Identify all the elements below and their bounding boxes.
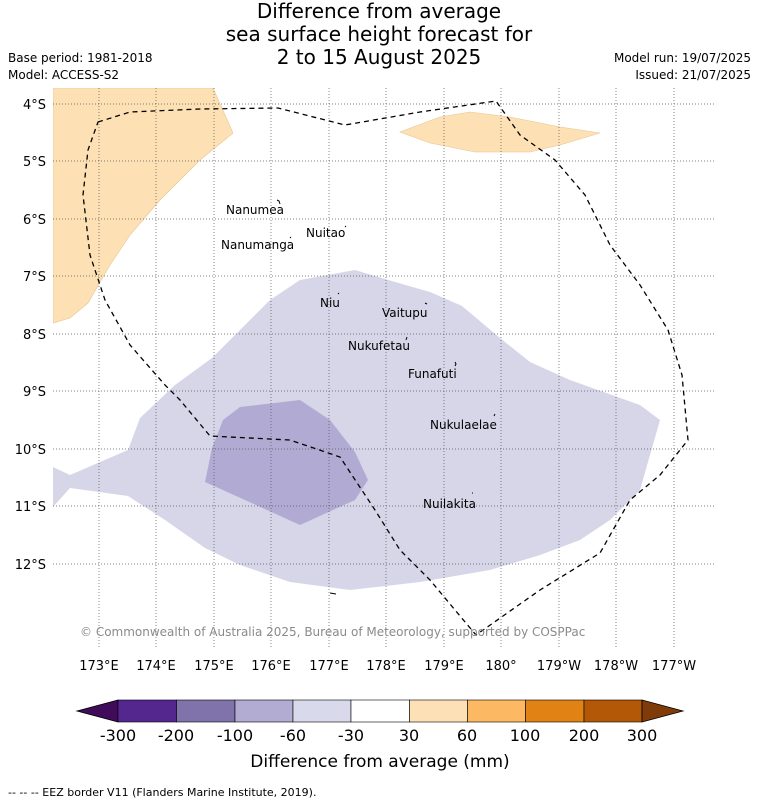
map-area: Nanumea Nanumanga Nuitao Niu Vaitupu Nuk… [53,88,714,648]
colorbar-tick: 300 [627,726,658,745]
lat-label: 6°S [23,213,46,228]
title-line-2: sea surface height forecast for [225,22,533,46]
lat-label: 9°S [23,385,46,400]
place-label-nuilakita: Nuilakita [423,497,476,511]
lon-label: 178°W [594,659,638,674]
lon-label: 173°E [79,659,119,674]
colorbar-segment [525,699,585,723]
colorbar-segment [117,699,177,723]
colorbar-segment [350,699,410,723]
colorbar-tick: -60 [280,726,306,745]
colorbar-tick: -100 [217,726,253,745]
lon-label: 175°E [194,659,234,674]
place-label-vaitupu: Vaitupu [382,306,428,320]
colorbar-segment [176,699,236,723]
lat-label: 4°S [23,98,46,113]
lat-gridlines [53,103,714,565]
place-label-nanumea: Nanumea [226,203,284,217]
place-label-nukulaelae: Nukulaelae [430,418,497,432]
colorbar-tick: 30 [399,726,419,745]
lon-label: 177°W [652,659,696,674]
colorbar-segment [409,699,468,723]
colorbar-tick: 200 [569,726,600,745]
island-markers [276,199,496,595]
colorbar-tick: 100 [510,726,541,745]
copyright-notice: © Commonwealth of Australia 2025, Bureau… [80,625,585,639]
lon-gridlines [98,88,675,648]
colorbar-extend-high [641,699,685,723]
colorbar-segment [292,699,352,723]
lat-label: 5°S [23,155,46,170]
issued-date: Issued: 21/07/2025 [635,68,751,82]
model-name: Model: ACCESS-S2 [8,68,120,82]
anomaly-region-orange-west [53,88,234,324]
lon-label: 180° [485,659,516,674]
lat-label: 10°S [15,443,46,458]
colorbar-tick: -300 [100,726,136,745]
anomaly-region-orange-east [399,111,601,153]
colorbar-label: Difference from average (mm) [250,752,509,772]
anomaly-region-medium-purple [205,400,368,525]
lon-label: 178°E [366,659,406,674]
model-info: Base period: 1981-2018 Model: ACCESS-S2 [8,50,153,84]
colorbar-extend-low [75,699,119,723]
place-label-nuitao: Nuitao [306,226,345,240]
island-nukulaelae [493,413,496,417]
colorbar-ticks: -300 -200 -100 -60 -30 30 60 100 200 300 [100,726,657,745]
eez-footnote: -- -- -- EEZ border V11 (Flanders Marine… [8,786,317,799]
anomaly-region-light-purple [53,270,660,590]
lon-label: 179°W [537,659,581,674]
place-label-nanumanga: Nanumanga [221,238,294,252]
lat-label: 11°S [15,500,46,515]
colorbar-tick: 60 [457,726,477,745]
island-nanumea [276,199,281,205]
colorbar-tick: -200 [158,726,194,745]
model-run: Model run: 19/07/2025 [613,51,751,65]
colorbar-segment [467,699,526,723]
place-labels: Nanumea Nanumanga Nuitao Niu Vaitupu Nuk… [221,203,497,511]
lat-label: 8°S [23,328,46,343]
lat-label: 12°S [15,558,46,573]
place-label-niu: Niu [320,296,340,310]
eez-border [82,100,689,636]
island-nuitao [344,225,347,228]
colorbar-tick: -30 [338,726,364,745]
island-nukufetau [405,336,408,341]
place-label-funafuti: Funafuti [408,367,457,381]
lon-label: 177°E [309,659,349,674]
island-niu [337,292,340,295]
lon-labels: 173°E 174°E 175°E 176°E 177°E 178°E 179°… [79,659,696,674]
title-line-3: 2 to 15 August 2025 [276,45,482,69]
lon-label: 179°E [424,659,464,674]
colorbar-segment [583,699,643,723]
lon-label: 174°E [136,659,176,674]
base-period: Base period: 1981-2018 [8,51,153,65]
map-title: Difference from average sea surface heig… [0,0,758,69]
lat-labels: 4°S 5°S 6°S 7°S 8°S 9°S 10°S 11°S 12°S [15,98,46,573]
title-line-1: Difference from average [256,0,502,23]
colorbar-segment [234,699,294,723]
island-vaitupu [424,302,428,305]
run-info: Model run: 19/07/2025 Issued: 21/07/2025 [614,50,751,84]
colorbar [75,699,685,723]
island-reef [329,592,337,595]
island-funafuti [454,361,457,367]
place-label-nukufetau: Nukufetau [348,339,410,353]
lat-label: 7°S [23,270,46,285]
island-nanumanga [289,236,292,239]
lon-label: 176°E [251,659,291,674]
